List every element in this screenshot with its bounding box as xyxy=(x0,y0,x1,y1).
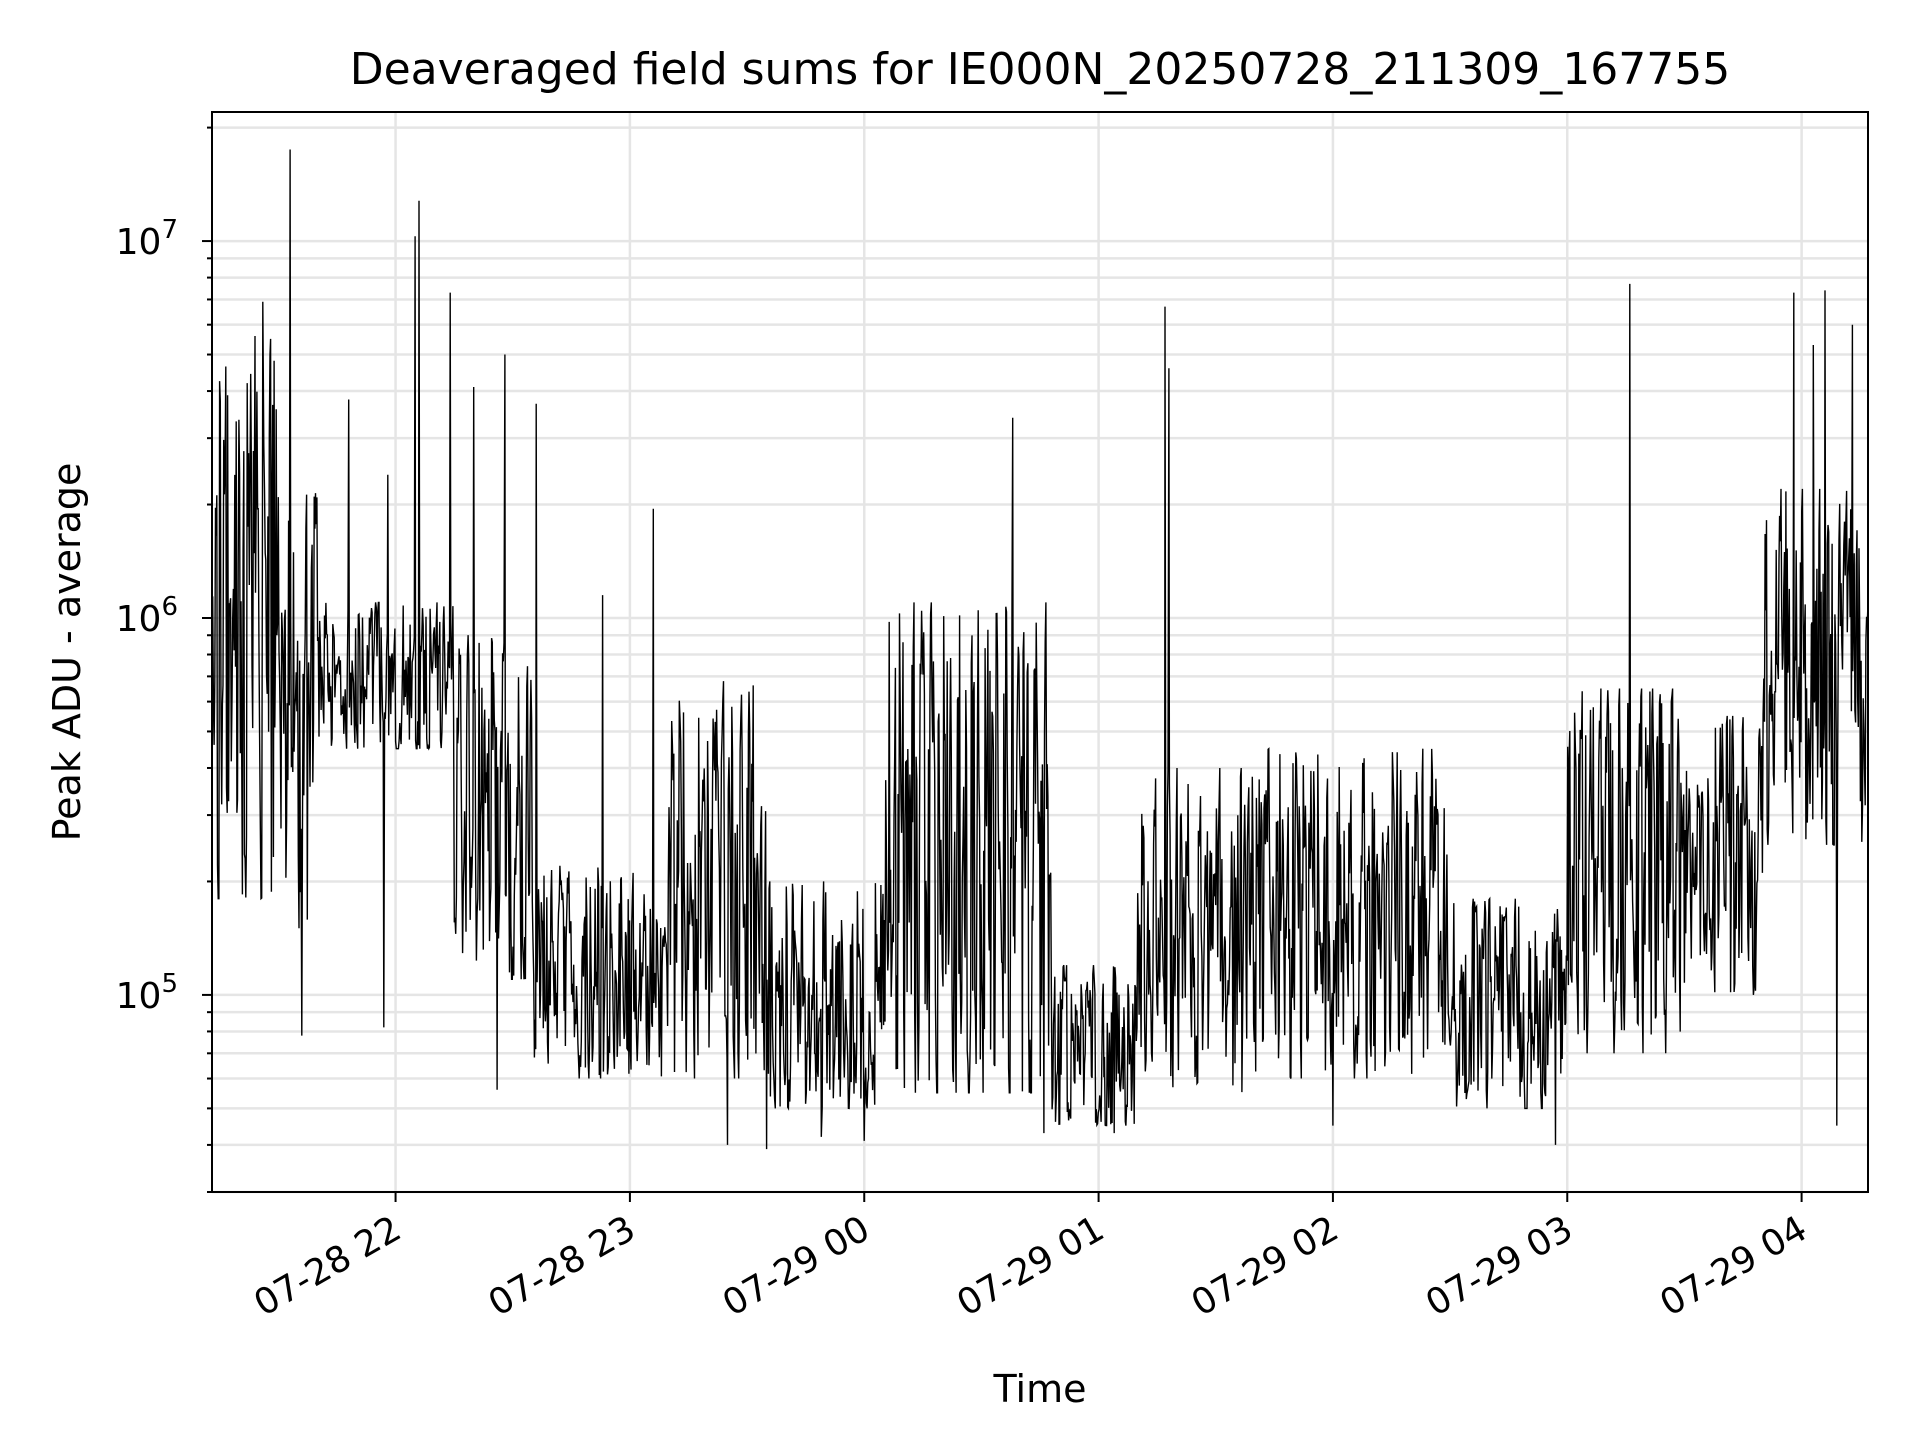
y-tick-exponent: 6 xyxy=(161,592,178,622)
y-tick-base: 10 xyxy=(116,222,162,263)
plot-frame xyxy=(211,111,1869,1193)
y-tick-base: 10 xyxy=(116,599,162,640)
series-line xyxy=(211,149,1869,1150)
x-axis-label: Time xyxy=(993,1367,1087,1411)
y-tick-exponent: 5 xyxy=(161,969,178,999)
y-axis-label: Peak ADU - average xyxy=(45,463,89,842)
y-tick-label: 106 xyxy=(116,592,178,640)
chart-title: Deaveraged field sums for IE000N_2025072… xyxy=(350,44,1731,95)
y-tick-label: 107 xyxy=(116,215,178,263)
y-tick-exponent: 7 xyxy=(161,215,178,245)
y-tick-base: 10 xyxy=(116,976,162,1017)
y-tick-label: 105 xyxy=(116,969,178,1017)
grid-lines xyxy=(212,112,1868,1194)
series-path xyxy=(211,149,1869,1150)
